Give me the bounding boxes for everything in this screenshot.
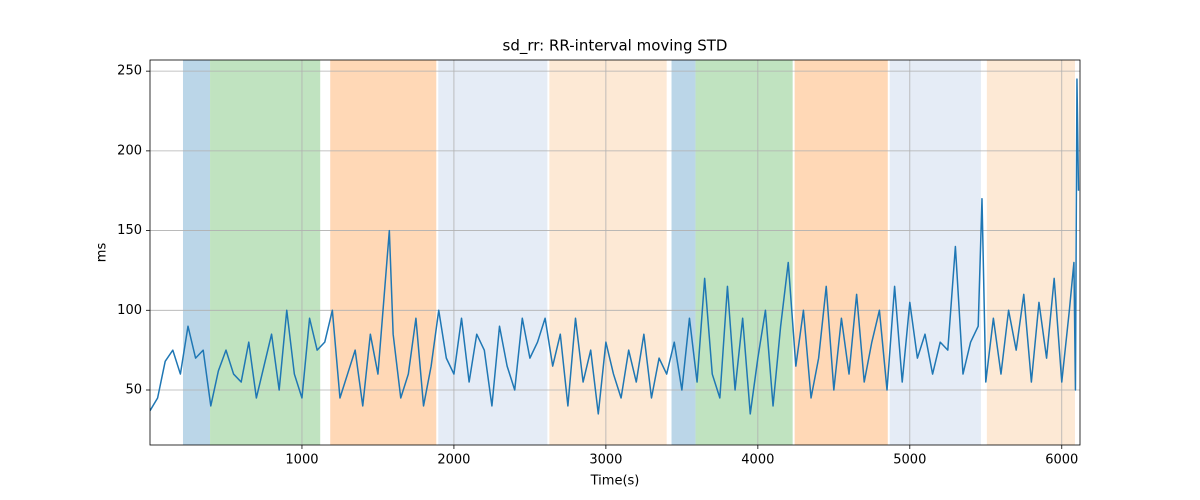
y-tick-label: 250 bbox=[117, 64, 142, 79]
plot-frame bbox=[149, 59, 1081, 446]
y-tick-label: 50 bbox=[125, 383, 142, 398]
span bbox=[549, 60, 667, 445]
y-tick-label: 150 bbox=[117, 223, 142, 238]
data-line bbox=[150, 78, 1080, 415]
span bbox=[438, 60, 548, 445]
span bbox=[889, 60, 981, 445]
y-axis-label: ms bbox=[95, 243, 110, 263]
x-axis-label: Time(s) bbox=[590, 474, 640, 489]
chart-title: sd_rr: RR-interval moving STD bbox=[503, 37, 728, 56]
y-tick-label: 100 bbox=[117, 303, 142, 318]
x-tick-label: 6000 bbox=[1045, 453, 1078, 468]
span bbox=[695, 60, 793, 445]
x-tick-label: 3000 bbox=[589, 453, 622, 468]
x-tick-label: 1000 bbox=[285, 453, 318, 468]
span bbox=[330, 60, 437, 445]
x-tick-label: 4000 bbox=[741, 453, 774, 468]
x-tick-label: 5000 bbox=[893, 453, 926, 468]
span bbox=[794, 60, 888, 445]
span bbox=[182, 60, 211, 445]
y-tick-label: 200 bbox=[117, 143, 142, 158]
span bbox=[671, 60, 696, 445]
x-tick-label: 2000 bbox=[437, 453, 470, 468]
